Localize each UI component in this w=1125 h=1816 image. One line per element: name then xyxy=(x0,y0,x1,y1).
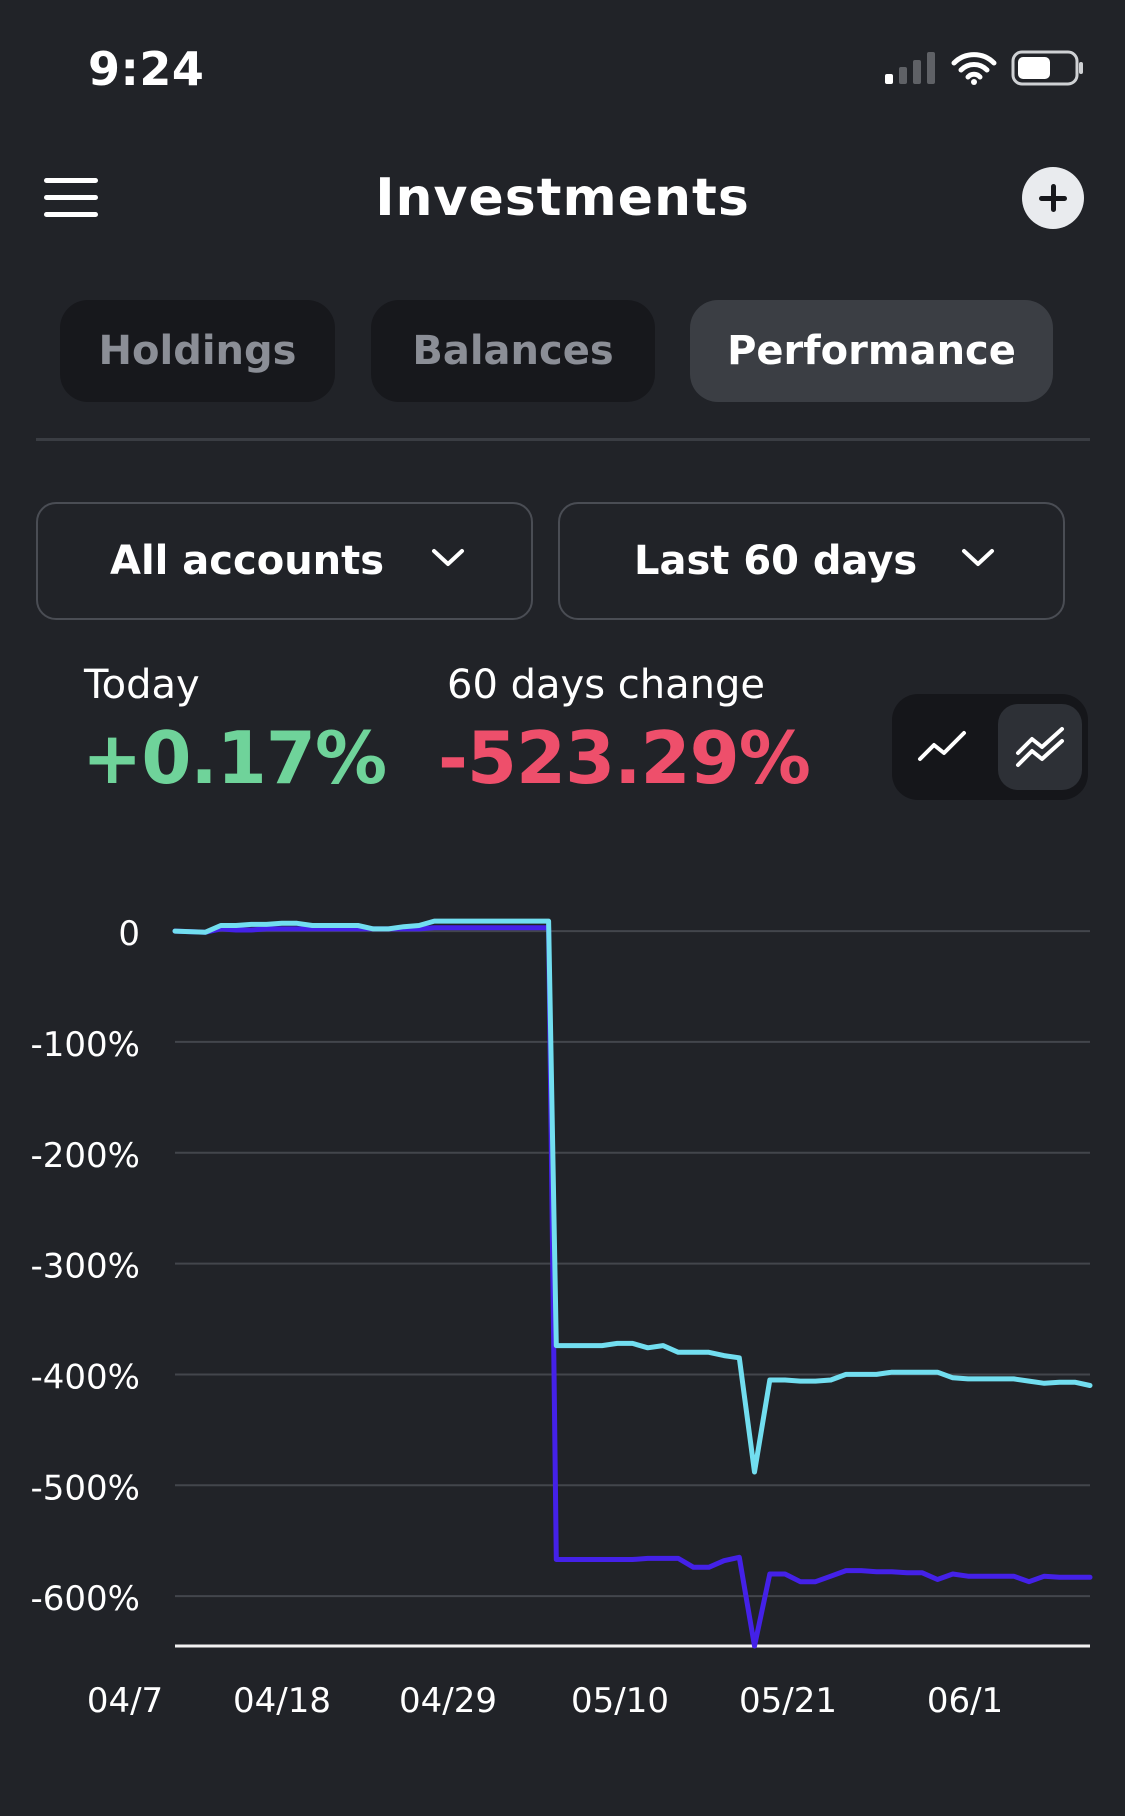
period-change-value: -523.29% xyxy=(438,716,811,800)
y-tick-label: -200% xyxy=(31,1136,140,1176)
multi-line-view-button[interactable] xyxy=(998,704,1082,790)
chevron-down-icon xyxy=(962,549,994,566)
tab-label: Performance xyxy=(727,328,1016,374)
signal-icon xyxy=(883,50,937,90)
x-tick-label: 06/1 xyxy=(927,1681,1003,1721)
y-tick-label: -300% xyxy=(31,1247,140,1287)
status-icons xyxy=(883,48,1085,92)
today-label: Today xyxy=(84,662,200,708)
account-dropdown[interactable]: All accounts xyxy=(36,502,533,620)
x-tick-label: 04/7 xyxy=(87,1681,163,1721)
menu-button[interactable] xyxy=(44,176,100,220)
account-dropdown-value: All accounts xyxy=(110,538,385,584)
multi-line-chart-icon xyxy=(1016,727,1064,767)
x-tick-label: 04/18 xyxy=(233,1681,331,1721)
chevron-down-icon xyxy=(432,549,464,566)
series-line-dark xyxy=(172,925,1093,1649)
x-tick-label: 04/29 xyxy=(399,1681,497,1721)
y-tick-label: 0 xyxy=(118,914,140,954)
y-tick-label: -600% xyxy=(31,1579,140,1619)
add-button[interactable] xyxy=(1022,167,1084,229)
divider xyxy=(36,438,1090,441)
y-tick-label: -400% xyxy=(31,1357,140,1397)
status-time: 9:24 xyxy=(88,42,205,96)
single-line-view-button[interactable] xyxy=(900,704,984,790)
period-dropdown[interactable]: Last 60 days xyxy=(558,502,1065,620)
period-dropdown-value: Last 60 days xyxy=(634,538,918,584)
plus-icon xyxy=(1039,184,1067,212)
tab-label: Holdings xyxy=(98,328,297,374)
page-title: Investments xyxy=(375,168,750,228)
today-value: +0.17% xyxy=(82,716,387,800)
y-tick-label: -100% xyxy=(31,1025,140,1065)
performance-chart: 0 -100% -200% -300% -400% -500% -600% 04/7 04/1… xyxy=(31,914,1093,1721)
x-tick-label: 05/21 xyxy=(739,1681,837,1721)
x-tick-label: 05/10 xyxy=(571,1681,669,1721)
battery-icon xyxy=(1011,49,1085,91)
period-change-label: 60 days change xyxy=(447,662,765,708)
y-tick-label: -500% xyxy=(31,1468,140,1508)
menu-icon xyxy=(44,176,100,224)
series-line-light xyxy=(172,918,1093,1475)
single-line-chart-icon xyxy=(918,731,966,761)
tab-balances[interactable]: Balances xyxy=(371,300,655,402)
tab-label: Balances xyxy=(412,328,614,374)
tab-holdings[interactable]: Holdings xyxy=(60,300,335,402)
wifi-icon xyxy=(951,50,997,90)
chart-view-toggle xyxy=(892,694,1088,800)
tab-performance[interactable]: Performance xyxy=(690,300,1053,402)
